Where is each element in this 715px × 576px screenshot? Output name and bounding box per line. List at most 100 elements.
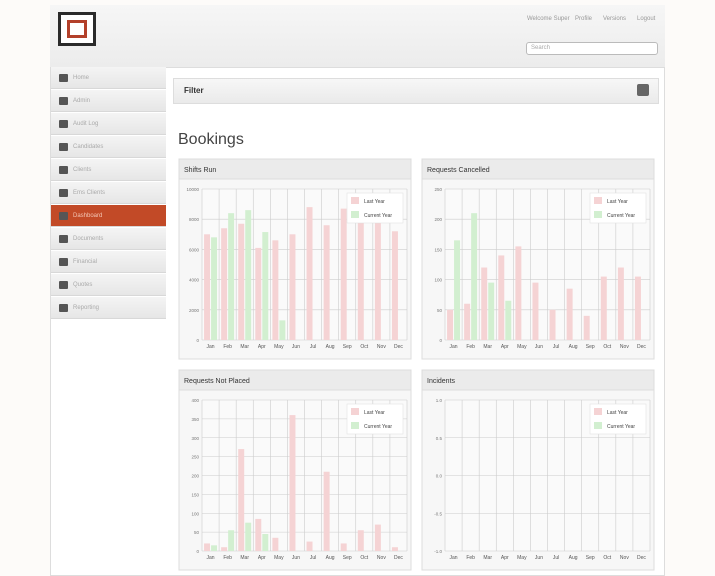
logo[interactable] <box>58 12 96 46</box>
x-tick-label: Mar <box>240 344 249 350</box>
bar <box>204 234 211 340</box>
bar <box>583 315 590 340</box>
x-tick-label: Apr <box>501 555 509 561</box>
nav-label: Dashboard <box>73 213 103 219</box>
x-tick-label: Sep <box>586 344 595 350</box>
x-tick-label: Jan <box>450 555 458 561</box>
y-tick-label: 150 <box>191 492 199 497</box>
bar <box>204 543 211 551</box>
x-tick-label: Aug <box>326 555 335 561</box>
legend-label: Last Year <box>364 410 385 416</box>
x-tick-label: Sep <box>586 555 595 561</box>
bar <box>391 547 398 551</box>
bar <box>245 210 252 340</box>
profile-link[interactable]: Profile <box>575 16 593 22</box>
nav-label: Ems Clients <box>73 190 106 196</box>
nav-icon <box>59 281 68 289</box>
bar <box>566 288 573 340</box>
x-tick-label: Dec <box>394 555 403 561</box>
page-title: Bookings <box>178 131 244 148</box>
nav-item[interactable]: Dashboard <box>51 205 166 227</box>
bar <box>464 303 471 340</box>
y-tick-label: 0 <box>196 549 199 554</box>
x-tick-label: May <box>517 344 527 350</box>
bar <box>323 471 330 551</box>
x-tick-label: Oct <box>603 344 611 350</box>
nav-label: Quotes <box>73 282 93 288</box>
bar <box>549 309 556 340</box>
nav-item[interactable]: Home <box>51 67 166 89</box>
bar <box>454 240 461 340</box>
filter-toggle[interactable] <box>637 84 649 96</box>
nav-item[interactable]: Candidates <box>51 136 166 158</box>
legend-swatch <box>351 197 359 204</box>
logout-link[interactable]: Logout <box>637 16 656 22</box>
panel-header <box>178 158 412 180</box>
nav-icon <box>59 74 68 82</box>
filter-bar[interactable]: Filter <box>173 78 659 104</box>
x-tick-label: Jun <box>292 344 300 350</box>
x-tick-label: May <box>274 344 284 350</box>
x-tick-label: Jan <box>207 555 215 561</box>
bar <box>306 207 313 340</box>
bar <box>221 547 228 551</box>
y-tick-label: 200 <box>191 474 199 479</box>
legend-label: Last Year <box>607 410 628 416</box>
nav-item[interactable]: Reporting <box>51 297 166 319</box>
y-tick-label: 250 <box>434 187 442 192</box>
y-tick-label: 100 <box>434 278 442 283</box>
x-tick-label: Feb <box>223 344 232 350</box>
legend-swatch <box>351 408 359 415</box>
y-tick-label: 0 <box>439 338 442 343</box>
panel-title: Incidents <box>427 378 456 385</box>
x-tick-label: Apr <box>258 555 266 561</box>
nav-item[interactable]: Ems Clients <box>51 182 166 204</box>
bar <box>374 217 381 340</box>
y-tick-label: 0.0 <box>436 474 443 479</box>
x-tick-label: May <box>517 555 527 561</box>
y-tick-label: 50 <box>194 530 200 535</box>
panel-header <box>421 158 655 180</box>
x-tick-label: Jul <box>553 344 559 350</box>
nav-label: Admin <box>73 98 91 104</box>
nav-item[interactable]: Quotes <box>51 274 166 296</box>
x-tick-label: Oct <box>360 555 368 561</box>
x-tick-label: Feb <box>223 555 232 561</box>
x-tick-label: Mar <box>240 555 249 561</box>
x-tick-label: Apr <box>258 344 266 350</box>
nav-item[interactable]: Admin <box>51 90 166 112</box>
x-tick-label: Sep <box>343 344 352 350</box>
y-tick-label: -0.5 <box>434 511 442 516</box>
bar <box>498 255 505 340</box>
x-tick-label: Jul <box>310 555 316 561</box>
bar <box>515 246 522 340</box>
legend-swatch <box>351 211 359 218</box>
legend-label: Last Year <box>607 199 628 205</box>
bar <box>488 282 495 340</box>
x-tick-label: Jun <box>535 344 543 350</box>
x-tick-label: Aug <box>326 344 335 350</box>
versions-link[interactable]: Versions <box>603 16 627 22</box>
x-tick-label: Jul <box>553 555 559 561</box>
bar <box>447 309 454 340</box>
y-tick-label: 400 <box>191 398 199 403</box>
nav-item[interactable]: Financial <box>51 251 166 273</box>
bar <box>211 237 218 340</box>
nav-icon <box>59 97 68 105</box>
y-tick-label: 50 <box>437 308 443 313</box>
search-input[interactable]: Search <box>526 42 658 55</box>
panel-title: Requests Not Placed <box>184 378 250 385</box>
nav-item[interactable]: Documents <box>51 228 166 250</box>
bar <box>245 522 252 551</box>
bar <box>391 231 398 340</box>
x-tick-label: Feb <box>466 344 475 350</box>
bar <box>255 247 262 340</box>
nav-icon <box>59 212 68 220</box>
legend-swatch <box>594 197 602 204</box>
nav-item[interactable]: Audit Log <box>51 113 166 135</box>
panel-header <box>178 369 412 391</box>
x-tick-label: Sep <box>343 555 352 561</box>
nav-item[interactable]: Clients <box>51 159 166 181</box>
welcome: Welcome Super <box>527 16 570 22</box>
